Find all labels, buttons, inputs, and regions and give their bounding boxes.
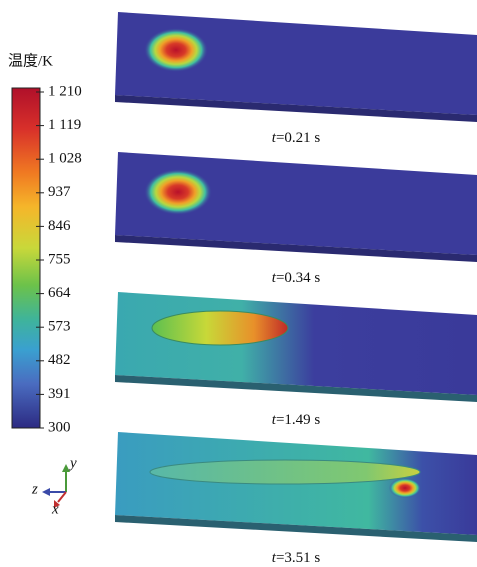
time-value: =1.49 s bbox=[276, 412, 320, 428]
colorbar-tick-label: 300 bbox=[48, 419, 71, 435]
colorbar-tick-label: 482 bbox=[48, 352, 71, 368]
plate bbox=[115, 432, 477, 542]
colorbar-tick-label: 937 bbox=[48, 184, 71, 200]
axis-triad: y z x bbox=[31, 455, 77, 517]
time-value: =3.51 s bbox=[276, 550, 320, 566]
colorbar bbox=[12, 88, 40, 428]
time-caption: t=3.51 s bbox=[272, 550, 321, 566]
page: {"colorbar": {"title": "温度/K", "ticks": … bbox=[0, 0, 477, 567]
figure: 温度/K 1 210 1 119 1 028 937 846 755 664 573 482 39… bbox=[0, 0, 477, 567]
time-caption: t=1.49 s bbox=[272, 412, 321, 428]
colorbar-tick-label: 1 119 bbox=[48, 117, 81, 133]
colorbar-tick-label: 755 bbox=[48, 251, 71, 267]
axis-label: x bbox=[51, 501, 59, 517]
time-value: =0.34 s bbox=[276, 270, 320, 286]
plate bbox=[115, 292, 477, 402]
plate bbox=[115, 12, 477, 122]
time-caption: t=0.34 s bbox=[272, 270, 321, 286]
colorbar-tick-label: 1 028 bbox=[48, 151, 82, 167]
colorbar-tick-label: 573 bbox=[48, 319, 71, 335]
plate bbox=[115, 152, 477, 262]
time-value: =0.21 s bbox=[276, 130, 320, 146]
axis-label: z bbox=[31, 481, 38, 497]
colorbar-ticks: 1 210 1 119 1 028 937 846 755 664 573 482 391 300 bbox=[36, 83, 82, 435]
colorbar-tick-label: 1 210 bbox=[48, 83, 82, 99]
time-caption: t=0.21 s bbox=[272, 130, 321, 146]
colorbar-tick-label: 391 bbox=[48, 386, 71, 402]
colorbar-tick-label: 846 bbox=[48, 218, 71, 234]
colorbar-tick-label: 664 bbox=[48, 285, 71, 301]
axis-label: y bbox=[68, 455, 77, 471]
colorbar-title: 温度/K bbox=[8, 52, 53, 69]
